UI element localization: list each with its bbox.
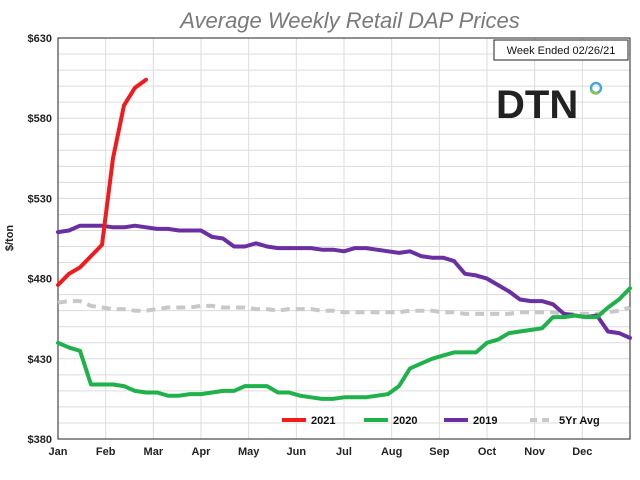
- x-tick-label: Nov: [524, 446, 546, 458]
- series-line-2019: [56, 223, 632, 340]
- x-tick-label: Aug: [381, 446, 402, 458]
- y-tick-label: $530: [28, 193, 52, 205]
- x-tick-label: Jul: [336, 446, 352, 458]
- week-ended-annotation: Week Ended 02/26/21: [507, 45, 616, 57]
- x-tick-label: Jun: [287, 446, 307, 458]
- x-tick-label: Jan: [49, 446, 68, 458]
- y-axis-ticks: $380 $430 $480 $530 $580 $630: [28, 33, 52, 446]
- dtn-logo: DTN: [496, 81, 603, 127]
- legend-label: 5Yr Avg: [559, 415, 600, 427]
- annotation-box: [493, 39, 629, 61]
- x-tick-label: Sep: [429, 446, 449, 458]
- x-tick-label: May: [238, 446, 260, 458]
- x-tick-label: Feb: [96, 446, 116, 458]
- y-tick-label: $430: [28, 354, 52, 366]
- dtn-logo-text: DTN: [496, 83, 578, 127]
- y-tick-label: $380: [28, 434, 52, 446]
- y-axis-label: $/ton: [4, 225, 16, 252]
- x-axis-ticks: Jan Feb Mar Apr May Jun Jul Aug Sep Oct Nov Dec: [49, 446, 593, 458]
- series-line-5yr-avg: [57, 299, 631, 316]
- x-tick-label: Dec: [572, 446, 592, 458]
- logo-swoosh-icon: [589, 89, 599, 95]
- x-tick-label: Apr: [192, 446, 212, 458]
- y-tick-label: $580: [28, 113, 52, 125]
- plot-frame: [57, 37, 631, 440]
- y-tick-label: $630: [28, 33, 52, 45]
- chart-title: Average Weekly Retail DAP Prices: [178, 8, 520, 33]
- series-layer: [56, 77, 632, 401]
- series-line-2020: [56, 286, 632, 401]
- legend-label: 2021: [311, 415, 335, 427]
- legend-label: 2019: [473, 415, 497, 427]
- y-tick-label: $480: [28, 274, 52, 286]
- x-tick-label: Oct: [478, 446, 497, 458]
- series-line-2021: [56, 77, 148, 287]
- legend-label: 2020: [393, 415, 417, 427]
- x-tick-label: Mar: [144, 446, 164, 458]
- legend: 2021 2020 2019 5Yr Avg: [282, 415, 600, 427]
